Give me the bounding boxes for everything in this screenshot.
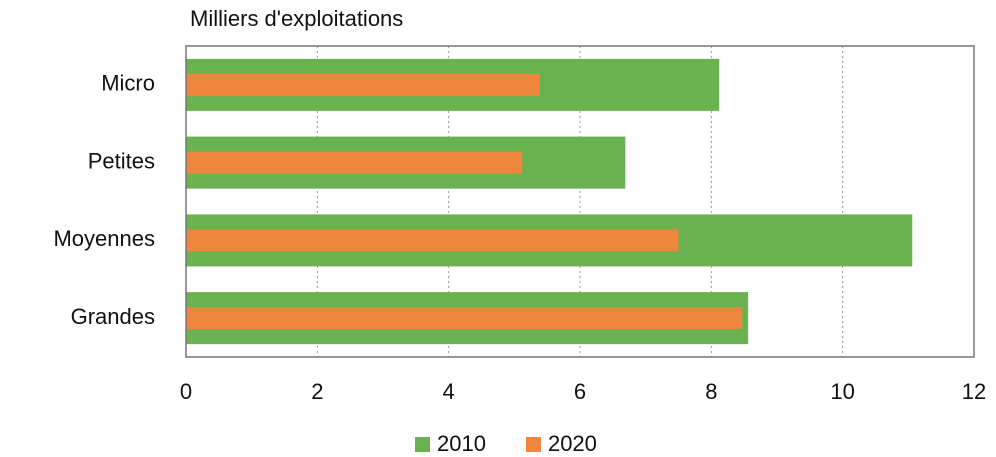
x-tick-label: 4 bbox=[443, 379, 455, 404]
x-tick-label: 0 bbox=[180, 379, 192, 404]
legend-swatch bbox=[525, 437, 541, 452]
bar bbox=[186, 307, 743, 330]
legend-label: 2020 bbox=[548, 431, 597, 456]
plot-border bbox=[185, 45, 975, 358]
x-tick-label: 2 bbox=[311, 379, 323, 404]
x-tick-label: 8 bbox=[705, 379, 717, 404]
legend-label: 2010 bbox=[437, 431, 486, 456]
bar bbox=[186, 73, 540, 96]
chart-title: Milliers d'exploitations bbox=[190, 6, 403, 31]
y-tick-label: Micro bbox=[101, 71, 155, 96]
x-tick-label: 12 bbox=[962, 379, 986, 404]
y-tick-label: Moyennes bbox=[53, 226, 155, 251]
y-tick-label: Grandes bbox=[71, 304, 155, 329]
bar bbox=[186, 151, 523, 174]
bar bbox=[186, 229, 679, 252]
x-tick-label: 6 bbox=[574, 379, 586, 404]
x-tick-label: 10 bbox=[830, 379, 854, 404]
legend-swatch bbox=[415, 437, 430, 452]
y-tick-label: Petites bbox=[88, 148, 155, 173]
